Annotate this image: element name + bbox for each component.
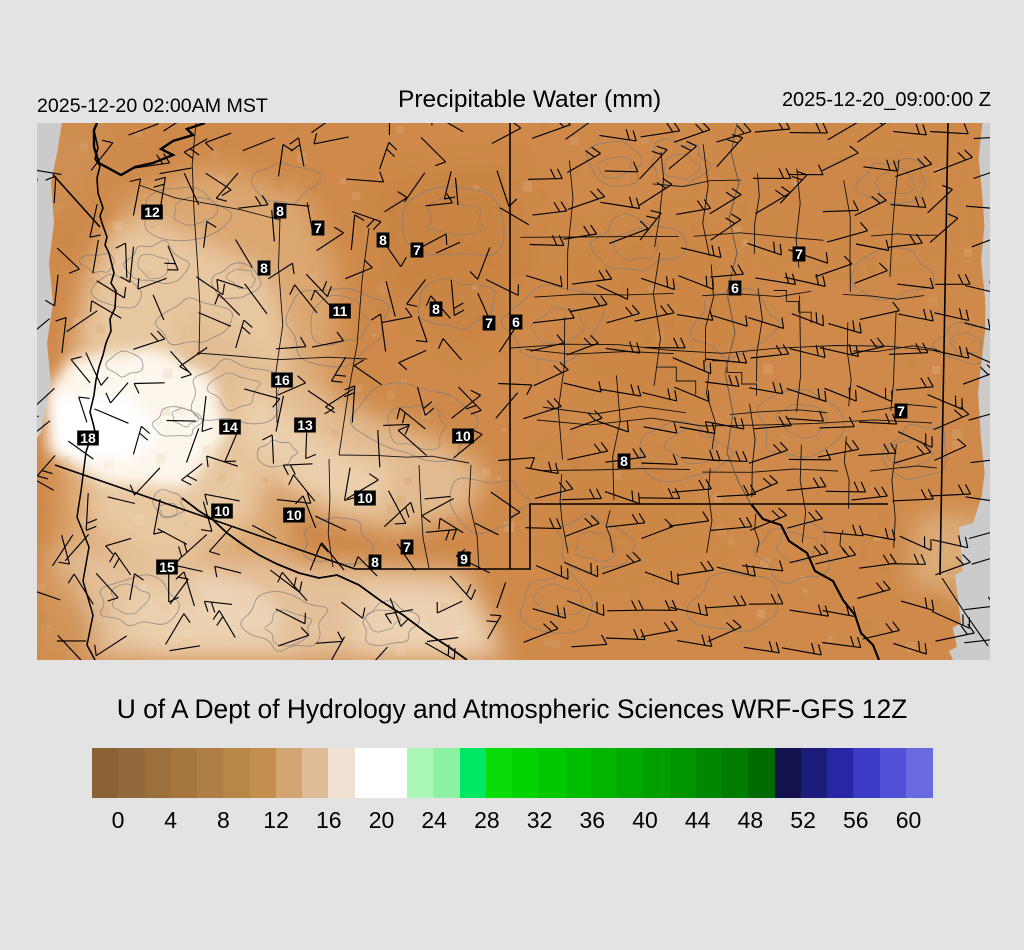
svg-text:6: 6 — [731, 280, 739, 296]
svg-text:11: 11 — [333, 303, 348, 319]
svg-text:10: 10 — [455, 428, 471, 444]
svg-text:12: 12 — [144, 204, 160, 220]
svg-text:8: 8 — [432, 301, 440, 317]
svg-text:8: 8 — [379, 232, 387, 248]
svg-text:10: 10 — [214, 503, 230, 519]
svg-text:8: 8 — [371, 554, 379, 570]
svg-text:15: 15 — [159, 559, 175, 575]
svg-text:16: 16 — [274, 372, 290, 388]
svg-text:18: 18 — [80, 430, 96, 446]
svg-text:7: 7 — [485, 315, 493, 331]
svg-text:7: 7 — [795, 246, 803, 262]
svg-text:9: 9 — [460, 551, 468, 567]
svg-text:8: 8 — [620, 453, 628, 469]
svg-text:14: 14 — [222, 419, 238, 435]
svg-text:8: 8 — [276, 203, 284, 219]
svg-text:7: 7 — [897, 403, 905, 419]
svg-text:6: 6 — [512, 314, 520, 330]
svg-text:10: 10 — [357, 490, 373, 506]
svg-text:7: 7 — [403, 539, 411, 555]
svg-text:13: 13 — [297, 417, 313, 433]
svg-text:8: 8 — [260, 260, 268, 276]
svg-text:10: 10 — [286, 507, 302, 523]
svg-text:7: 7 — [314, 220, 322, 236]
svg-text:7: 7 — [413, 242, 421, 258]
